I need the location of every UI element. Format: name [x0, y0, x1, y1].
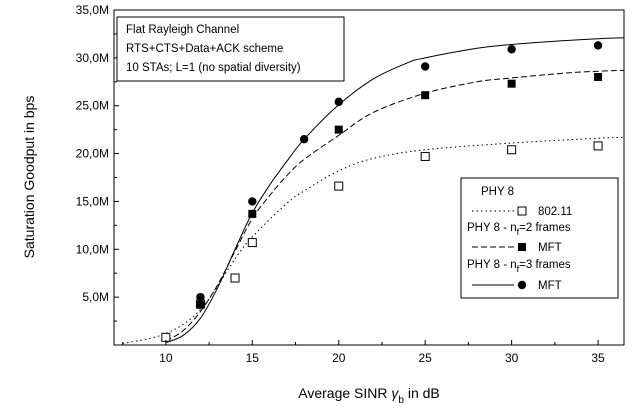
data-point-filled-square: [334, 125, 343, 134]
x-tick-label: 35: [591, 351, 605, 365]
data-point-open-square: [507, 145, 517, 155]
y-tick-label: 25,0M: [76, 99, 109, 113]
data-point-open-square: [230, 273, 240, 283]
data-point-filled-circle: [420, 62, 430, 71]
data-point-open-square: [334, 181, 344, 191]
y-tick-label: 15,0M: [76, 194, 109, 208]
legend-group-title: PHY 8: [481, 186, 514, 198]
info-line: Flat Rayleigh Channel: [126, 24, 239, 36]
y-tick-label: 5,0M: [82, 290, 109, 304]
x-axis-ticks: 10 15 20 25 30 35: [122, 340, 605, 365]
y-tick-label: 10,0M: [76, 242, 109, 256]
legend-frame: [460, 177, 619, 299]
data-point-filled-square: [594, 73, 603, 81]
legend-marker-filled-square: [518, 243, 526, 251]
info-box-frame: [116, 16, 345, 82]
data-point-open-square: [593, 141, 603, 151]
legend-group-title: PHY 8 - nf=3 frames: [467, 259, 571, 274]
y-tick-label: 20,0M: [76, 147, 109, 161]
legend-entry-label: 802.11: [538, 206, 572, 218]
y-tick-label: 30,0M: [76, 51, 109, 65]
series-curves: [122, 37, 625, 345]
data-point-filled-square: [421, 91, 430, 100]
x-tick-label: 25: [419, 351, 433, 365]
series-dashed-curve: [165, 69, 625, 342]
legend-entry-label: MFT: [538, 242, 562, 254]
legend-marker-filled-circle: [517, 280, 527, 290]
legend-entry-label: MFT: [538, 280, 562, 292]
x-tick-label: 15: [246, 351, 260, 365]
data-point-filled-circle: [593, 41, 603, 50]
data-point-open-square: [420, 151, 430, 161]
x-tick-label: 30: [505, 351, 519, 365]
data-point-filled-square: [248, 209, 257, 218]
data-point-filled-circle: [248, 197, 257, 206]
series-markers: [161, 41, 603, 342]
info-line: 10 STAs; L=1 (no spatial diversity): [126, 62, 301, 74]
data-point-open-square: [247, 238, 257, 248]
x-axis-title: Average SINR γb in dB: [298, 385, 440, 406]
y-tick-label: 35,0M: [76, 3, 109, 17]
data-point-filled-circle: [507, 45, 516, 54]
legend: PHY 8 802.11 PHY 8 - nf=2 frames MFT PHY…: [460, 177, 619, 299]
x-tick-label: 10: [159, 351, 173, 365]
info-box: Flat Rayleigh Channel RTS+CTS+Data+ACK s…: [116, 16, 345, 82]
data-point-filled-square: [507, 79, 516, 88]
info-line: RTS+CTS+Data+ACK scheme: [126, 43, 283, 55]
legend-marker-open-square: [517, 206, 527, 216]
y-axis-ticks: 5,0M 10,0M 15,0M 20,0M 25,0M 30,0M 35,0M: [76, 3, 119, 322]
y-axis-title: Saturation Goodput in bps: [21, 96, 37, 259]
data-point-filled-square: [196, 300, 205, 309]
data-point-filled-circle: [334, 97, 343, 107]
legend-group-title: PHY 8 - nf=2 frames: [467, 222, 571, 237]
data-point-filled-circle: [299, 135, 309, 144]
data-point-filled-circle: [196, 292, 205, 302]
x-tick-label: 20: [332, 351, 346, 365]
series-solid-curve: [165, 37, 625, 344]
series-dotted-curve: [122, 136, 625, 345]
